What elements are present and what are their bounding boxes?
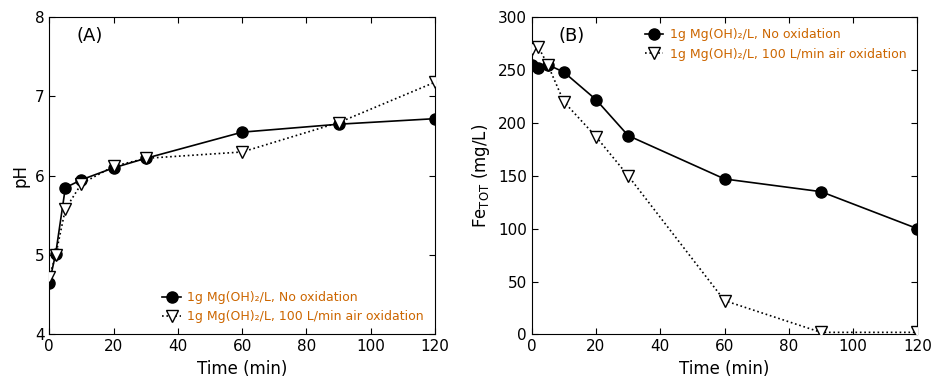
Y-axis label: Fe$_\mathregular{TOT}$ (mg/L): Fe$_\mathregular{TOT}$ (mg/L) <box>471 124 492 228</box>
Text: (B): (B) <box>558 26 585 45</box>
Y-axis label: pH: pH <box>11 164 29 187</box>
X-axis label: Time (min): Time (min) <box>197 360 288 378</box>
Legend: 1g Mg(OH)₂/L, No oxidation, 1g Mg(OH)₂/L, 100 L/min air oxidation: 1g Mg(OH)₂/L, No oxidation, 1g Mg(OH)₂/L… <box>639 23 911 66</box>
Legend: 1g Mg(OH)₂/L, No oxidation, 1g Mg(OH)₂/L, 100 L/min air oxidation: 1g Mg(OH)₂/L, No oxidation, 1g Mg(OH)₂/L… <box>157 286 429 328</box>
Text: (A): (A) <box>76 26 103 45</box>
X-axis label: Time (min): Time (min) <box>679 360 769 378</box>
